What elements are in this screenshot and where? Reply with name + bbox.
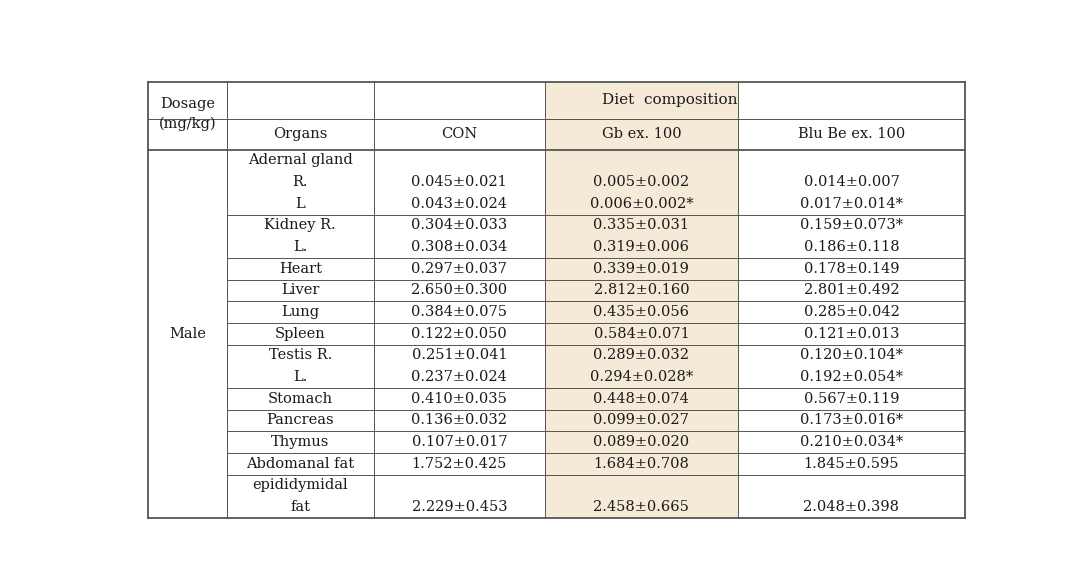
- Text: 0.192±0.054*: 0.192±0.054*: [800, 370, 903, 384]
- Text: Abdomanal fat: Abdomanal fat: [246, 457, 354, 471]
- Text: Heart: Heart: [279, 262, 322, 276]
- Text: 0.294±0.028*: 0.294±0.028*: [590, 370, 693, 384]
- Text: 2.048±0.398: 2.048±0.398: [804, 500, 900, 514]
- Text: 0.567±0.119: 0.567±0.119: [804, 392, 900, 406]
- Text: 0.017±0.014*: 0.017±0.014*: [800, 197, 903, 211]
- Text: 0.384±0.075: 0.384±0.075: [411, 305, 508, 319]
- Text: 0.043±0.024: 0.043±0.024: [411, 197, 508, 211]
- Text: 0.099±0.027: 0.099±0.027: [593, 413, 689, 427]
- Text: 0.014±0.007: 0.014±0.007: [804, 175, 900, 189]
- Text: Dosage: Dosage: [160, 97, 215, 112]
- Text: L.: L.: [293, 240, 308, 254]
- Text: epididymidal: epididymidal: [253, 478, 348, 492]
- Text: Male: Male: [168, 327, 206, 340]
- Text: 0.435±0.056: 0.435±0.056: [593, 305, 689, 319]
- Text: Kidney R.: Kidney R.: [265, 218, 336, 232]
- Text: 0.308±0.034: 0.308±0.034: [411, 240, 508, 254]
- Text: 0.186±0.118: 0.186±0.118: [804, 240, 900, 254]
- Text: 0.335±0.031: 0.335±0.031: [593, 218, 689, 232]
- Text: 0.045±0.021: 0.045±0.021: [411, 175, 508, 189]
- Text: 0.006±0.002*: 0.006±0.002*: [590, 197, 693, 211]
- Text: Blu Be ex. 100: Blu Be ex. 100: [798, 127, 905, 141]
- Text: 2.650±0.300: 2.650±0.300: [411, 284, 508, 298]
- Text: 1.845±0.595: 1.845±0.595: [804, 457, 900, 471]
- Bar: [545, 82, 738, 518]
- Text: 0.107±0.017: 0.107±0.017: [411, 435, 508, 449]
- Text: Spleen: Spleen: [275, 327, 326, 340]
- Text: 2.458±0.665: 2.458±0.665: [593, 500, 689, 514]
- Text: 0.121±0.013: 0.121±0.013: [804, 327, 900, 340]
- Text: 0.339±0.019: 0.339±0.019: [593, 262, 689, 276]
- Text: 0.136±0.032: 0.136±0.032: [411, 413, 508, 427]
- Text: 0.297±0.037: 0.297±0.037: [411, 262, 508, 276]
- Text: 0.122±0.050: 0.122±0.050: [411, 327, 508, 340]
- Text: CON: CON: [442, 127, 477, 141]
- Text: 0.120±0.104*: 0.120±0.104*: [800, 349, 903, 362]
- Text: Testis R.: Testis R.: [269, 349, 332, 362]
- Text: Gb ex. 100: Gb ex. 100: [602, 127, 681, 141]
- Text: 0.319±0.006: 0.319±0.006: [593, 240, 689, 254]
- Text: 2.812±0.160: 2.812±0.160: [594, 284, 689, 298]
- Text: 0.410±0.035: 0.410±0.035: [411, 392, 508, 406]
- Text: 0.584±0.071: 0.584±0.071: [594, 327, 689, 340]
- Text: (mg/kg): (mg/kg): [159, 117, 216, 131]
- Text: Lung: Lung: [281, 305, 320, 319]
- Text: 0.178±0.149: 0.178±0.149: [804, 262, 900, 276]
- Text: 0.210±0.034*: 0.210±0.034*: [800, 435, 903, 449]
- Text: 0.159±0.073*: 0.159±0.073*: [800, 218, 903, 232]
- Text: 0.289±0.032: 0.289±0.032: [593, 349, 689, 362]
- Text: Liver: Liver: [281, 284, 320, 298]
- Text: Thymus: Thymus: [271, 435, 329, 449]
- Text: L.: L.: [293, 370, 308, 384]
- Text: Pancreas: Pancreas: [267, 413, 334, 427]
- Text: 0.251±0.041: 0.251±0.041: [411, 349, 508, 362]
- Text: 2.801±0.492: 2.801±0.492: [804, 284, 900, 298]
- Text: 0.448±0.074: 0.448±0.074: [593, 392, 689, 406]
- Text: Stomach: Stomach: [268, 392, 333, 406]
- Text: 0.173±0.016*: 0.173±0.016*: [800, 413, 903, 427]
- Text: L: L: [296, 197, 306, 211]
- Text: 0.304±0.033: 0.304±0.033: [411, 218, 508, 232]
- Text: 2.229±0.453: 2.229±0.453: [411, 500, 508, 514]
- Text: 1.684±0.708: 1.684±0.708: [593, 457, 689, 471]
- Text: R.: R.: [293, 175, 308, 189]
- Text: 1.752±0.425: 1.752±0.425: [411, 457, 507, 471]
- Text: Diet  composition: Diet composition: [602, 93, 738, 107]
- Text: 0.237±0.024: 0.237±0.024: [411, 370, 508, 384]
- Text: fat: fat: [291, 500, 310, 514]
- Text: Organs: Organs: [273, 127, 327, 141]
- Text: Adernal gland: Adernal gland: [248, 153, 353, 167]
- Text: 0.089±0.020: 0.089±0.020: [593, 435, 689, 449]
- Text: 0.005±0.002: 0.005±0.002: [593, 175, 689, 189]
- Text: 0.285±0.042: 0.285±0.042: [804, 305, 900, 319]
